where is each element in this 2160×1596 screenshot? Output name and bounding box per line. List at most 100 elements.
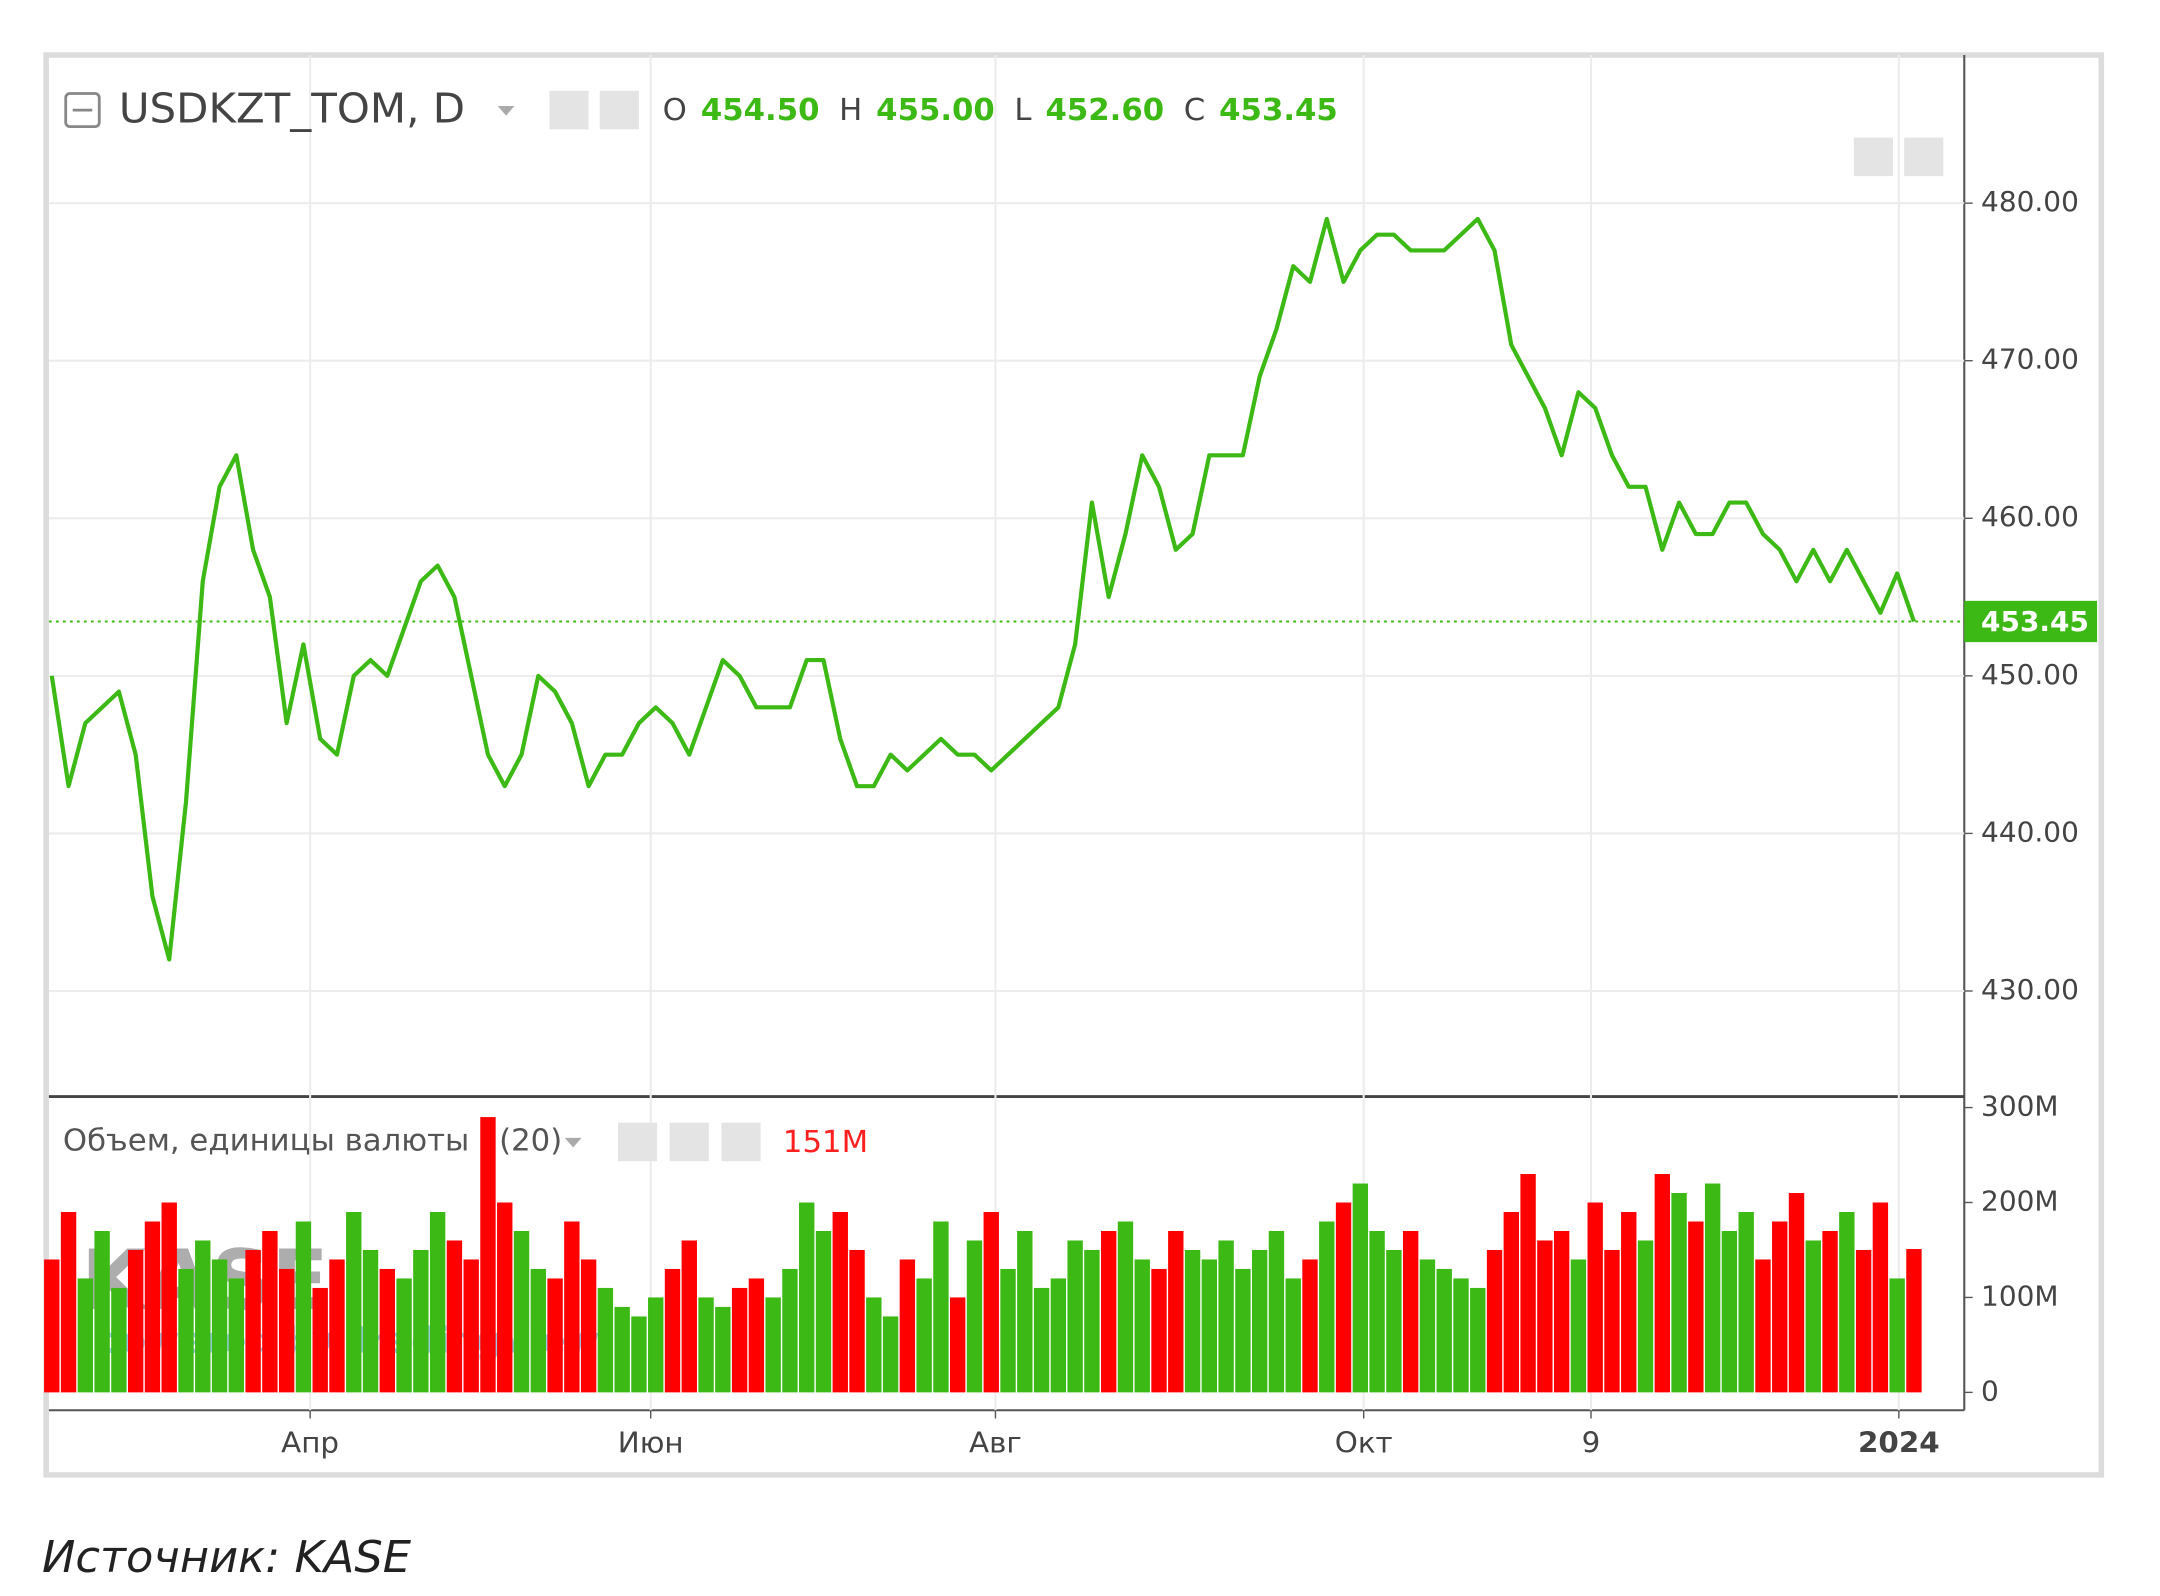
volume-bar [1520, 1174, 1536, 1393]
volume-bar [1637, 1240, 1654, 1393]
volume-bar [1855, 1249, 1872, 1393]
ohlc-value: 452.60 [1046, 93, 1165, 128]
ohlc-key: H [839, 93, 862, 128]
volume-bar [1721, 1230, 1738, 1393]
volume-bar [346, 1212, 362, 1393]
volume-bar [1268, 1230, 1285, 1393]
volume-bar [278, 1268, 295, 1393]
volume-bar [1134, 1259, 1150, 1393]
volume-bar [1235, 1268, 1251, 1393]
volume-bar [480, 1117, 496, 1393]
volume-bar [446, 1240, 463, 1393]
volume-bar [597, 1287, 614, 1393]
y-tick-label: 0 [1981, 1375, 1999, 1408]
volume-bar [144, 1221, 161, 1393]
volume-bar [1772, 1221, 1788, 1393]
settings-button[interactable] [599, 90, 639, 130]
volume-bar [1201, 1259, 1218, 1393]
volume-bar [1688, 1221, 1704, 1393]
volume-bar [1017, 1230, 1033, 1393]
volume-bar [748, 1278, 765, 1393]
volume-bar [228, 1278, 245, 1393]
volume-bar [1084, 1249, 1100, 1393]
volume-bar [832, 1212, 848, 1393]
ohlc-key: L [1014, 93, 1031, 128]
chart-frame [43, 52, 2105, 1478]
volume-bar [1302, 1259, 1318, 1393]
volume-bar [933, 1221, 949, 1393]
volume-bar [698, 1297, 714, 1393]
volume-bar [1503, 1212, 1520, 1393]
volume-bar [211, 1259, 228, 1393]
volume-bar [1604, 1249, 1620, 1393]
x-tick-label: 2024 [1858, 1426, 1940, 1460]
dropdown-arrow[interactable] [564, 1137, 582, 1148]
volume-bar [530, 1268, 546, 1393]
volume-bar [1151, 1268, 1167, 1393]
visibility-button[interactable] [549, 90, 589, 130]
volume-bar [77, 1278, 94, 1393]
volume-bar [1251, 1249, 1268, 1393]
volume-bar [1218, 1240, 1234, 1393]
volume-bar [1805, 1240, 1821, 1393]
volume-bar [882, 1316, 899, 1393]
volume-last-value: 151M [783, 1125, 868, 1160]
volume-bar [1570, 1259, 1587, 1393]
volume-bar [1117, 1221, 1134, 1393]
volume-length: (20) [499, 1124, 562, 1159]
volume-bar [916, 1278, 932, 1393]
y-tick-label: 300M [1981, 1090, 2058, 1123]
volume-bar [1587, 1202, 1603, 1393]
x-tick-label: Июн [618, 1426, 684, 1460]
volume-bar [329, 1259, 345, 1393]
collapse-icon[interactable] [64, 92, 101, 128]
volume-bar [782, 1268, 798, 1393]
volume-bar [1788, 1193, 1805, 1393]
volume-bar [262, 1230, 278, 1393]
volume-bar [1100, 1230, 1117, 1393]
volume-bar [161, 1202, 177, 1393]
volume-bar [195, 1240, 211, 1393]
scale-button[interactable] [1853, 137, 1893, 177]
volume-bar [362, 1249, 379, 1393]
volume-bar [1168, 1230, 1184, 1393]
volume-bar [1033, 1287, 1050, 1393]
volume-bar [60, 1212, 77, 1393]
volume-bar [1369, 1230, 1385, 1393]
volume-bar [1621, 1212, 1637, 1393]
visibility-button[interactable] [617, 1122, 658, 1162]
volume-bar [866, 1297, 882, 1393]
volume-bar [1184, 1249, 1201, 1393]
volume-bar [1386, 1249, 1402, 1393]
volume-bar [1537, 1240, 1553, 1393]
price-line [49, 216, 1916, 962]
volume-bar [178, 1268, 194, 1393]
volume-bar [614, 1306, 630, 1393]
more-button[interactable] [1904, 137, 1944, 177]
last-price-tag [1964, 600, 2098, 643]
ohlc-value: 453.45 [1219, 93, 1338, 128]
close-button[interactable] [721, 1122, 761, 1162]
dropdown-arrow[interactable] [497, 105, 515, 116]
volume-bar [1419, 1259, 1436, 1393]
ohlc-value: 454.50 [701, 93, 820, 128]
volume-bar [44, 1259, 60, 1393]
volume-bar [1436, 1268, 1452, 1393]
volume-bar [715, 1306, 731, 1393]
ohlc-key: C [1184, 93, 1205, 128]
volume-bar [463, 1259, 479, 1393]
volume-bar [1470, 1287, 1486, 1393]
volume-bar [312, 1287, 328, 1393]
volume-bar [1000, 1268, 1016, 1393]
chart-title: USDKZT_TOM, D [119, 84, 465, 133]
volume-bar [429, 1212, 446, 1393]
y-tick-label: 450.00 [1981, 658, 2079, 691]
volume-bar [1453, 1278, 1469, 1393]
settings-button[interactable] [669, 1122, 709, 1162]
volume-bar [547, 1278, 563, 1393]
volume-bar [899, 1259, 916, 1393]
volume-bar [1654, 1174, 1670, 1393]
volume-bar [127, 1249, 144, 1393]
y-tick-label: 200M [1981, 1185, 2058, 1218]
